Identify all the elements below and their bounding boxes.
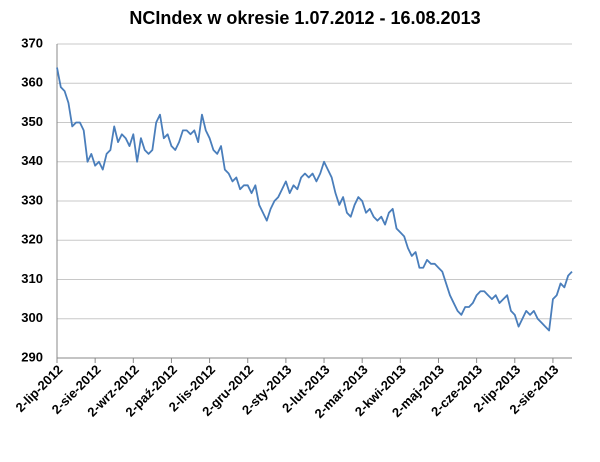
y-tick-label: 320 bbox=[21, 232, 43, 247]
y-tick-label: 360 bbox=[21, 75, 43, 90]
y-tick-label: 310 bbox=[21, 271, 43, 286]
y-tick-label: 350 bbox=[21, 114, 43, 129]
y-tick-label: 290 bbox=[21, 349, 43, 364]
y-tick-label: 340 bbox=[21, 153, 43, 168]
y-tick-label: 330 bbox=[21, 192, 43, 207]
chart-title: NCIndex w okresie 1.07.2012 - 16.08.2013 bbox=[129, 8, 480, 28]
line-series bbox=[56, 67, 573, 332]
y-tick-label: 300 bbox=[21, 310, 43, 325]
y-tick-label: 370 bbox=[21, 35, 43, 50]
